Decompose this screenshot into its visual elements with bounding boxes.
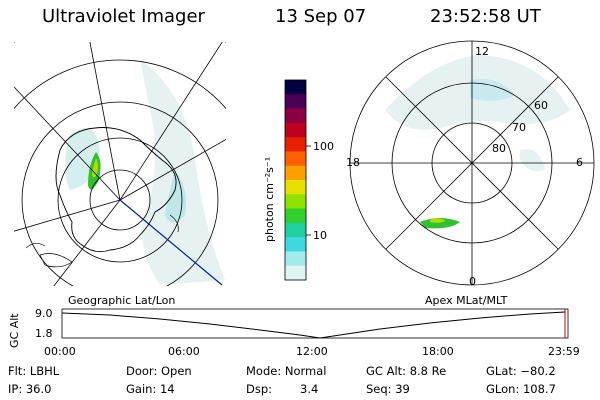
mode-info: Mode: Normal [246, 364, 327, 378]
time-tick-1200: 12:00 [296, 345, 328, 358]
dsp-label: Dsp: [246, 382, 273, 396]
colorbar-segment [285, 108, 306, 124]
altitude-ytick-9: 9.0 [35, 307, 53, 320]
colorbar-segment [285, 180, 306, 195]
colorbar-tick-10: 10 [313, 229, 327, 242]
glat-info: GLat: −80.2 [486, 364, 556, 378]
altitude-ytick-1-8: 1.8 [35, 327, 53, 340]
ip-info: IP: 36.0 [8, 382, 52, 396]
gain-info: Gain: 14 [126, 382, 175, 396]
filter-info: Flt: LBHL [8, 364, 60, 378]
time-tick-1800: 18:00 [422, 345, 454, 358]
time-tick-0000: 00:00 [44, 345, 76, 358]
time-tick-2359: 23:59 [548, 345, 580, 358]
dsp-value: 3.4 [300, 382, 319, 396]
mlat-label-60: 60 [534, 99, 548, 112]
seq-info: Seq: 39 [366, 382, 410, 396]
colorbar-segment [285, 151, 306, 167]
time-label: 23:52:58 UT [430, 6, 541, 27]
time-tick-0600: 06:00 [168, 345, 200, 358]
colorbar-segment [285, 122, 306, 138]
date-label: 13 Sep 07 [275, 6, 367, 27]
gc-alt-info: GC Alt: 8.8 Re [366, 364, 447, 378]
colorbar-segment [285, 208, 306, 224]
mlt-label-18: 18 [346, 156, 360, 169]
colorbar-segment [285, 80, 306, 95]
mlt-label-6: 6 [576, 156, 583, 169]
colorbar-segment [285, 194, 306, 210]
colorbar-segment [285, 251, 306, 267]
colorbar-segment [285, 237, 306, 252]
mlat-label-80: 80 [492, 142, 506, 155]
mlt-label-0: 0 [469, 275, 476, 288]
apex-map-label: Apex MLat/MLT [425, 294, 508, 307]
geo-map-label: Geographic Lat/Lon [68, 294, 176, 307]
colorbar-segment [285, 137, 306, 152]
door-info: Door: Open [126, 364, 192, 378]
mlat-label-70: 70 [512, 121, 526, 134]
colorbar-segment [285, 265, 306, 281]
colorbar-segment [285, 165, 306, 181]
mlt-label-12: 12 [475, 45, 489, 58]
altitude-ylabel: GC Alt [8, 313, 21, 348]
colorbar-segment [285, 222, 306, 238]
glon-info: GLon: 108.7 [486, 382, 556, 396]
instrument-title: Ultraviolet Imager [42, 6, 205, 27]
colorbar-segment [285, 94, 306, 110]
colorbar-tick-100: 100 [313, 140, 334, 153]
geo-grid [14, 42, 226, 286]
